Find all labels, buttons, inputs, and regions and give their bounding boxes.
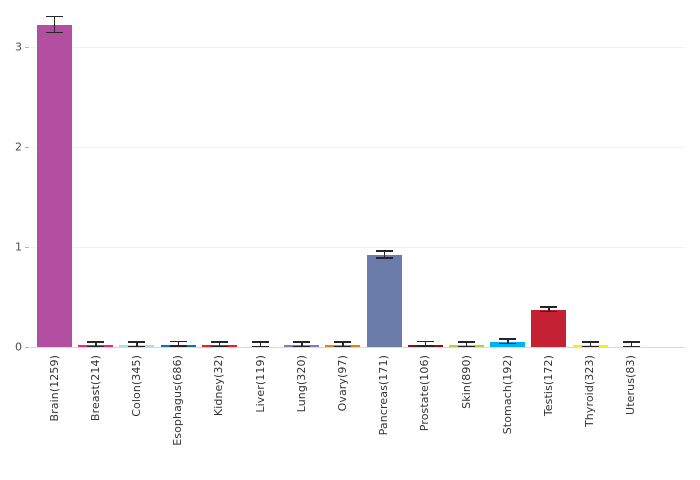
bar-prostate[interactable] xyxy=(407,10,443,347)
error-bar-cap-upper xyxy=(46,15,63,17)
error-bar-line xyxy=(424,342,427,347)
x-tick-label-esophagus: Esophagus(686) xyxy=(171,355,185,446)
x-tick-label-lung: Lung(320) xyxy=(294,355,308,413)
y-tick-label-0: 0 xyxy=(15,340,22,354)
y-tick-label-3: 3 xyxy=(15,40,22,54)
error-bar-cap-lower xyxy=(87,345,105,347)
y-tick-mark-0 xyxy=(25,347,29,348)
gridline-y1 xyxy=(30,247,685,248)
error-bar-cap-lower xyxy=(416,345,434,347)
error-bar-cap-upper xyxy=(540,306,558,308)
error-bar-line xyxy=(630,342,633,347)
error-bar-cap-lower xyxy=(622,345,640,347)
x-tick-label-uterus: Uterus(83) xyxy=(624,355,638,415)
error-bar-cap-lower xyxy=(46,31,63,33)
x-tick-label-liver: Liver(119) xyxy=(253,355,267,413)
error-bar-cap-lower xyxy=(334,345,352,347)
y-tick-label-2: 2 xyxy=(15,140,22,154)
error-bar-line xyxy=(342,342,344,347)
bar-esophagus[interactable] xyxy=(160,10,196,347)
error-bar-cap-upper xyxy=(252,341,269,343)
error-bar-cap-lower xyxy=(210,345,228,347)
x-axis-line xyxy=(30,347,685,348)
x-tick-label-thyroid: Thyroid(323) xyxy=(583,355,597,428)
error-bar-cap-lower xyxy=(128,345,146,347)
error-bar-cap-upper xyxy=(293,341,311,343)
error-bar-cap-lower xyxy=(293,345,311,347)
bar-lung[interactable] xyxy=(284,10,320,347)
error-bar-cap-lower xyxy=(252,345,269,347)
error-bar-line xyxy=(218,342,221,347)
error-bar-line xyxy=(589,342,591,347)
error-bar-line xyxy=(507,339,509,345)
error-bar-cap-upper xyxy=(375,250,393,252)
error-bar-cap-upper xyxy=(622,341,640,343)
error-bar-cap-lower xyxy=(540,310,558,313)
bar-ovary[interactable] xyxy=(325,10,361,347)
x-tick-label-brain: Brain(1259) xyxy=(47,355,61,422)
plot-area xyxy=(30,10,685,347)
y-tick-mark-2 xyxy=(25,147,29,148)
bar-thyroid[interactable] xyxy=(572,10,608,347)
error-bar-line xyxy=(260,342,262,347)
error-bar-line xyxy=(383,251,385,259)
bar-rect xyxy=(366,255,402,347)
y-tick-label-1: 1 xyxy=(15,240,22,254)
bar-rect xyxy=(490,342,526,347)
error-bar-cap-upper xyxy=(210,341,228,343)
x-tick-label-testis: Testis(172) xyxy=(541,355,555,417)
x-tick-label-prostate: Prostate(106) xyxy=(418,355,432,432)
bar-stomach[interactable] xyxy=(490,10,526,347)
error-bar-cap-lower xyxy=(169,345,187,347)
error-bar-cap-lower xyxy=(375,257,393,259)
error-bar-cap-upper xyxy=(169,340,187,343)
bar-rect xyxy=(37,25,72,347)
x-tick-label-kidney: Kidney(32) xyxy=(212,355,226,417)
error-bar-cap-upper xyxy=(581,341,599,343)
error-bar-line xyxy=(177,342,179,347)
y-tick-mark-1 xyxy=(25,247,29,248)
error-bar-line xyxy=(54,17,56,33)
x-tick-label-breast: Breast(214) xyxy=(88,355,102,422)
bar-colon[interactable] xyxy=(119,10,155,347)
error-bar-cap-upper xyxy=(416,340,434,343)
y-axis-tick-labels: 0 1 2 3 xyxy=(0,0,22,480)
error-bar-line xyxy=(136,342,138,347)
error-bar-line xyxy=(466,342,468,347)
error-bar-cap-upper xyxy=(499,338,517,340)
error-bar-cap-upper xyxy=(458,341,475,343)
gridline-y2 xyxy=(30,147,685,148)
x-tick-label-pancreas: Pancreas(171) xyxy=(377,355,391,436)
bar-breast[interactable] xyxy=(78,10,114,347)
bar-testis[interactable] xyxy=(531,10,567,347)
error-bar-cap-upper xyxy=(87,341,105,343)
x-tick-label-skin: Skin(890) xyxy=(459,355,473,409)
x-tick-label-ovary: Ovary(97) xyxy=(335,355,349,412)
bar-kidney[interactable] xyxy=(201,10,237,347)
error-bar-cap-upper xyxy=(128,341,146,343)
bar-brain[interactable] xyxy=(37,10,72,347)
bar-liver[interactable] xyxy=(243,10,278,347)
x-axis-tick-labels: Brain(1259) Breast(214) Colon(345) Esophagu… xyxy=(30,0,685,480)
error-bar-line xyxy=(95,342,97,347)
error-bar-cap-lower xyxy=(499,342,517,345)
y-tick-mark-3 xyxy=(25,47,29,48)
gridline-y3 xyxy=(30,47,685,48)
x-tick-label-stomach: Stomach(192) xyxy=(500,355,514,435)
error-bar-line xyxy=(548,307,550,313)
bar-uterus[interactable] xyxy=(613,10,649,347)
error-bar-line xyxy=(301,342,303,347)
bar-pancreas[interactable] xyxy=(366,10,402,347)
bar-skin[interactable] xyxy=(449,10,484,347)
error-bar-cap-lower xyxy=(458,345,475,347)
x-tick-label-colon: Colon(345) xyxy=(129,355,143,417)
bar-rect xyxy=(531,310,567,347)
error-bar-cap-lower xyxy=(581,345,599,347)
bars-layer xyxy=(30,10,685,347)
error-bar-cap-upper xyxy=(334,341,352,343)
